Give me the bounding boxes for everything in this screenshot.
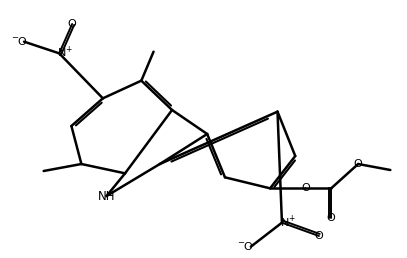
Text: O: O — [315, 231, 323, 241]
Text: NH: NH — [98, 189, 115, 203]
Text: O: O — [354, 159, 363, 169]
Text: O: O — [18, 37, 26, 47]
Text: O: O — [68, 19, 77, 29]
Text: −: − — [11, 33, 19, 42]
Text: O: O — [301, 183, 310, 193]
Text: O: O — [327, 213, 335, 223]
Text: −: − — [237, 238, 244, 247]
Text: +: + — [65, 45, 71, 54]
Text: O: O — [243, 242, 252, 252]
Text: N: N — [58, 48, 66, 58]
Text: +: + — [288, 214, 294, 223]
Text: N: N — [281, 218, 289, 228]
